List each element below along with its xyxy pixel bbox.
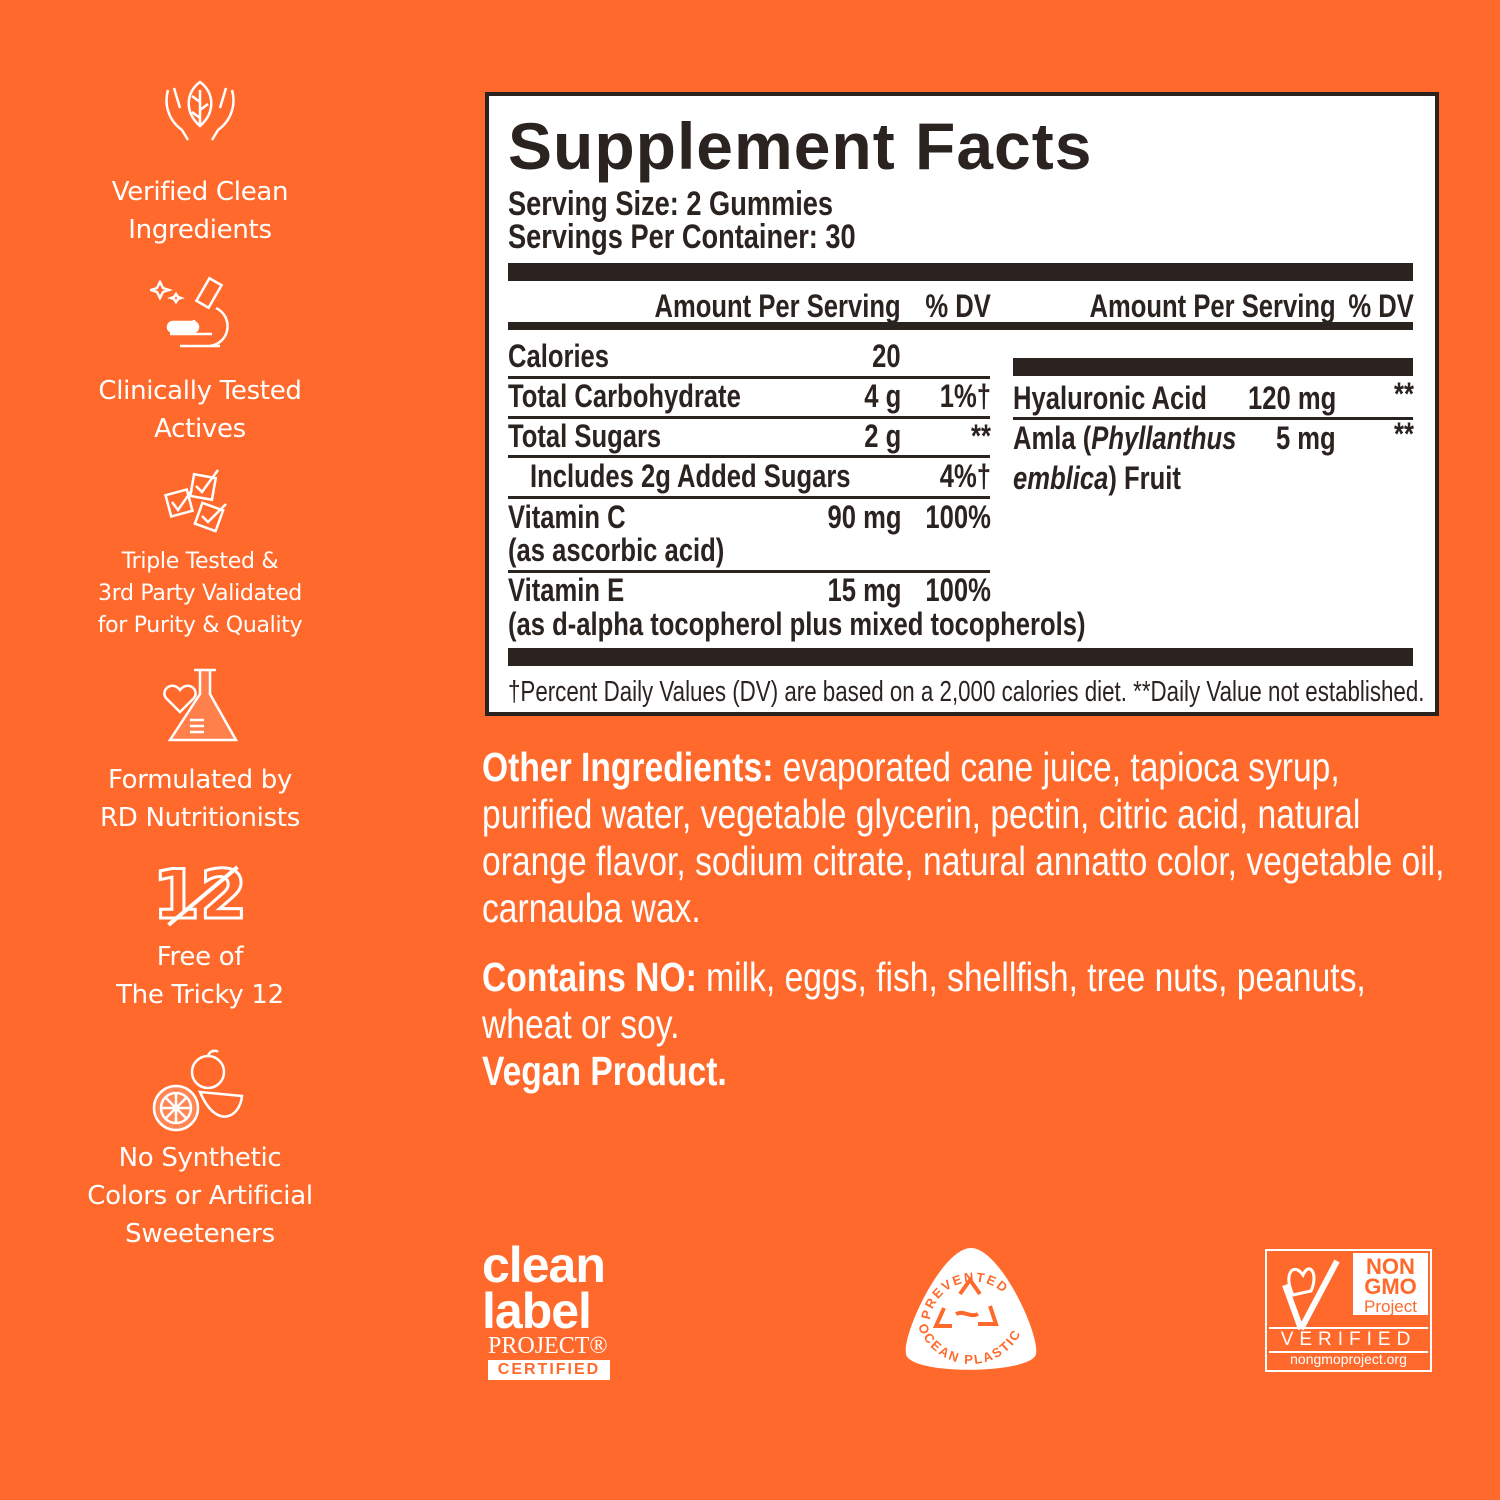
sidebar-item-formulated: Formulated by RD Nutritionists [50, 761, 350, 837]
checkboxes-icon [163, 469, 227, 533]
label: RD Nutritionists [100, 803, 300, 833]
sidebar-item-tested: Triple Tested & 3rd Party Validated for Pu… [50, 546, 350, 642]
microscope-icon [150, 276, 229, 348]
row-hyaluronic-amount: 120 mg [1247, 380, 1336, 416]
ocean-plastic-badge: PREVENTED OCEAN PLASTIC [905, 1248, 1037, 1370]
row-amla-name-cont: emblica) Fruit [1013, 460, 1181, 496]
sidebar-item-tricky12: Free of The Tricky 12 [50, 938, 350, 1014]
header-amount-right: Amount Per Serving [1089, 288, 1336, 324]
row-amla-amount: 5 mg [1276, 420, 1336, 456]
label: Sweeteners [125, 1219, 275, 1249]
footnote: †Percent Daily Values (DV) are based on … [508, 676, 1425, 708]
row-vitc-amount: 90 mg [827, 499, 901, 535]
header-dv-left: % DV [925, 288, 991, 324]
divider [508, 263, 1413, 281]
divider [508, 322, 1413, 330]
row-amla-dv: ** [1394, 416, 1414, 452]
divider [1013, 358, 1413, 376]
label: Formulated by [107, 765, 293, 795]
supplement-facts-panel: Supplement Facts Serving Size: 2 Gummies… [485, 92, 1439, 716]
hands-leaf-icon [165, 80, 235, 141]
row-sugars-dv: ** [971, 418, 991, 454]
label: Ingredients [128, 215, 272, 245]
row-vite-sub: (as d-alpha tocopherol plus mixed tocoph… [508, 606, 1086, 642]
label: Clinically Tested [98, 376, 302, 406]
servings-per-container: Servings Per Container: 30 [508, 218, 856, 256]
contains-no: Contains NO: milk, eggs, fish, shellfish… [482, 954, 1366, 1047]
row-carb-amount: 4 g [864, 378, 901, 414]
row-vite-name: Vitamin E [508, 572, 625, 608]
butterfly-plant-icon [1282, 1259, 1340, 1331]
row-amla-name: Amla (Phyllanthus [1013, 420, 1237, 456]
divider [508, 376, 990, 379]
row-calories-amount: 20 [872, 338, 901, 374]
vegan-product: Vegan Product. [482, 1048, 727, 1094]
sidebar-item-clean: Verified Clean Ingredients [50, 173, 350, 249]
clean-label-badge: clean label PROJECT® CERTIFIED [482, 1240, 622, 1380]
crossed-12-icon: 12 [150, 858, 250, 933]
row-hyaluronic-dv: ** [1394, 376, 1414, 412]
row-added-sugars-dv: 4%† [939, 458, 991, 494]
header-amount-left: Amount Per Serving [654, 288, 901, 324]
recycle-icon [932, 1276, 999, 1328]
row-sugars-name: Total Sugars [508, 418, 662, 454]
row-carb-dv: 1%† [939, 378, 991, 414]
label: Verified Clean [111, 177, 289, 207]
serving-size: Serving Size: 2 Gummies [508, 185, 834, 223]
divider [508, 416, 990, 419]
row-added-sugars-name: Includes 2g Added Sugars [530, 458, 851, 494]
row-vite-dv: 100% [925, 572, 991, 608]
header-dv-right: % DV [1348, 288, 1414, 324]
row-calories-name: Calories [508, 338, 610, 374]
divider [508, 496, 990, 499]
sidebar-item-no-synthetic: No Synthetic Colors or Artificial Sweetene… [50, 1139, 350, 1253]
row-hyaluronic-name: Hyaluronic Acid [1013, 380, 1207, 416]
divider [508, 455, 990, 458]
fruits-icon [152, 1049, 244, 1132]
label: Free of [156, 942, 244, 972]
label: Colors or Artificial [87, 1181, 313, 1211]
row-vite-amount: 15 mg [827, 572, 901, 608]
label: Actives [154, 414, 246, 444]
row-vitc-dv: 100% [925, 499, 991, 535]
row-vitc-sub: (as ascorbic acid) [508, 532, 725, 568]
row-carb-name: Total Carbohydrate [508, 378, 741, 414]
divider [508, 648, 1413, 666]
label: for Purity & Quality [97, 613, 303, 638]
facts-title: Supplement Facts [508, 109, 1093, 183]
heart-flask-icon [163, 668, 239, 742]
divider [508, 570, 990, 573]
row-sugars-amount: 2 g [864, 418, 901, 454]
label: 3rd Party Validated [98, 581, 302, 606]
divider [1013, 417, 1413, 420]
other-ingredients: Other Ingredients: evaporated cane juice… [482, 744, 1445, 931]
label: Triple Tested & [121, 549, 279, 574]
sidebar-item-clinical: Clinically Tested Actives [50, 372, 350, 448]
label: The Tricky 12 [116, 980, 284, 1010]
label: No Synthetic [118, 1143, 282, 1173]
non-gmo-badge: NON GMO Project VERIFIED nongmoproject.org [1265, 1249, 1432, 1372]
row-vitc-name: Vitamin C [508, 499, 626, 535]
